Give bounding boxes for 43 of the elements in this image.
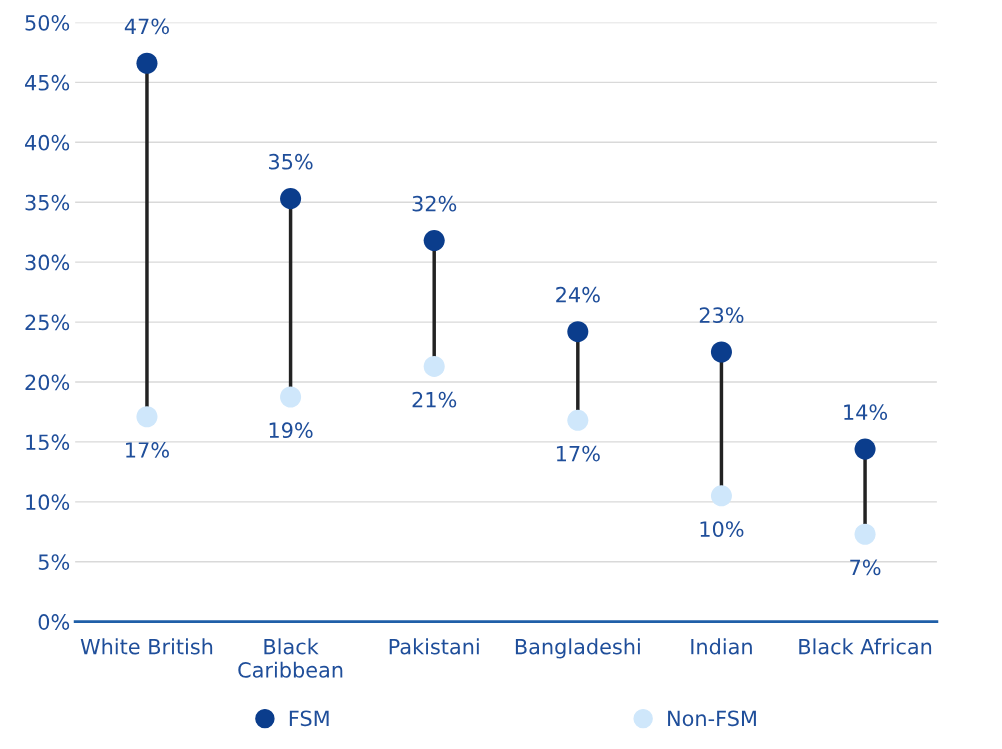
data-label: 21% [412, 391, 457, 408]
y-tick-label: 45% [25, 74, 70, 91]
point [854, 438, 876, 460]
data-label: 32% [412, 195, 457, 212]
point [567, 409, 589, 431]
point [854, 523, 876, 545]
data-label: 24% [556, 286, 600, 303]
point [423, 230, 445, 252]
x-tick-label: Pakistani [389, 638, 479, 655]
y-tick-label: 50% [25, 14, 70, 31]
data-label: 19% [269, 422, 313, 439]
data-label: 14% [844, 404, 888, 421]
data-label: 17% [556, 445, 600, 462]
data-label: 35% [269, 153, 313, 170]
y-tick-label: 15% [26, 434, 70, 451]
data-label: 10% [700, 521, 744, 537]
data-label: 7% [850, 559, 881, 576]
y-tick-label: 20% [25, 374, 70, 391]
point [710, 341, 732, 363]
legend-label: FSM [289, 710, 329, 727]
x-tick-label: Indian [691, 638, 752, 655]
x-tick-label: Bangladeshi [515, 638, 640, 659]
y-tick-label: 10% [26, 494, 70, 511]
x-tick-label: Black African [799, 638, 932, 655]
y-tick-label: 40% [25, 134, 70, 151]
y-tick-label: 30% [25, 254, 70, 271]
y-tick-label: 0% [38, 614, 70, 630]
y-tick-label: 5% [38, 554, 70, 570]
point [567, 321, 589, 343]
data-label: 47% [124, 18, 169, 35]
point [280, 188, 302, 210]
data-label: 23% [699, 307, 744, 323]
point [136, 52, 158, 74]
point [423, 355, 445, 377]
point [136, 406, 158, 428]
y-tick-label: 25% [25, 314, 70, 331]
x-tick-label: White British [80, 638, 213, 655]
point [280, 386, 302, 408]
x-tick-label: Black Caribbean [238, 638, 343, 678]
legend-label: Non-FSM [668, 710, 756, 727]
y-tick-label: 35% [25, 194, 70, 211]
point [710, 485, 732, 507]
data-label: 17% [126, 442, 169, 458]
